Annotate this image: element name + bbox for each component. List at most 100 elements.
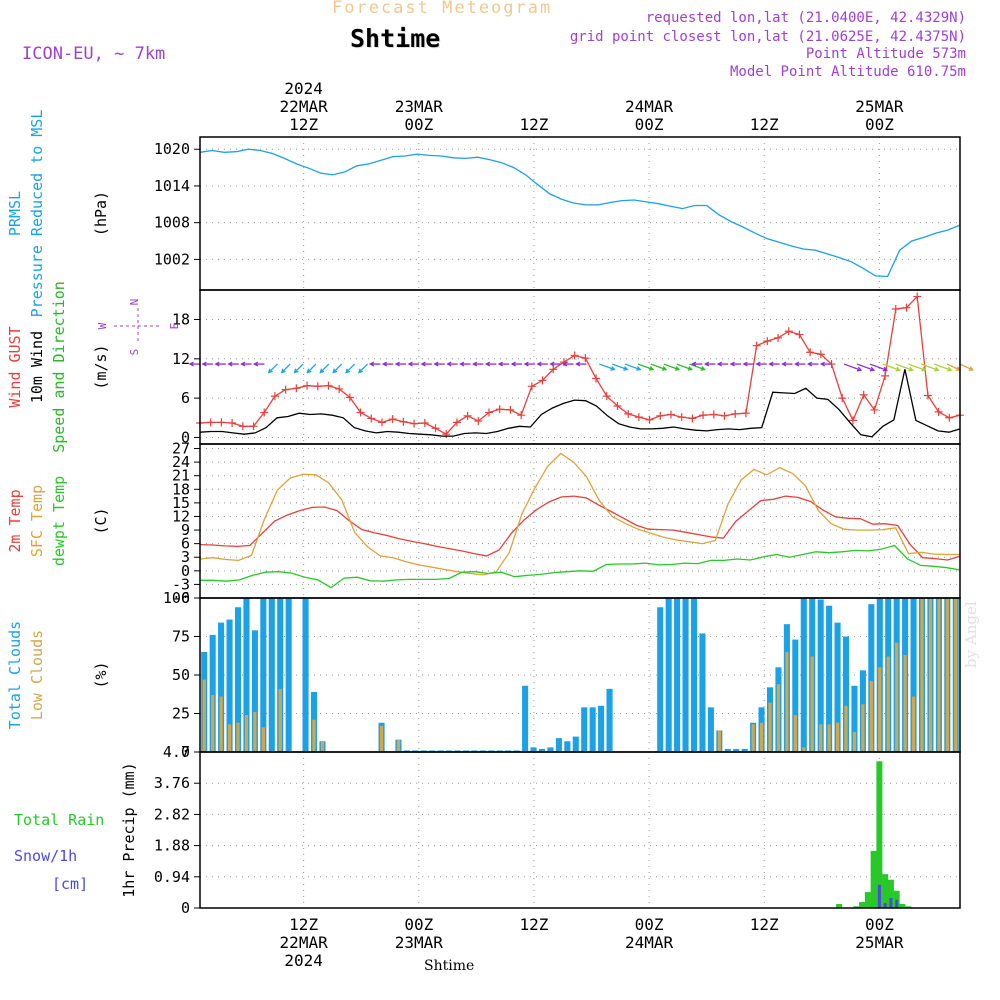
unit-label: (%) [92, 661, 110, 688]
wind-arrow-head [934, 366, 940, 372]
wind-arrow-head [332, 368, 338, 374]
y-tick-label: 4.7 [163, 743, 190, 761]
gust-marker [784, 327, 793, 336]
wind-arrow-head [610, 366, 616, 371]
wind-arrow [908, 363, 926, 371]
gust-marker [913, 292, 922, 301]
wind-arrow [689, 363, 705, 371]
wind-arrow-head [819, 361, 826, 367]
wind-arrow-head [768, 361, 774, 367]
gust-marker [217, 418, 226, 427]
total-cloud-bar [429, 750, 436, 752]
gust-marker [902, 303, 911, 312]
gust-marker [377, 418, 386, 427]
grid-point: grid point closest lon,lat (21.0625E, 42… [569, 29, 966, 45]
low-cloud-bar [869, 681, 873, 752]
wind-arrow [663, 363, 679, 371]
gust-marker [399, 417, 408, 426]
y-tick-label: 21 [172, 467, 190, 485]
total-cloud-bar [437, 750, 444, 752]
top-axis-label: 23MAR [395, 97, 444, 116]
rain-bar [899, 904, 906, 908]
wind-arrow-head [691, 361, 697, 367]
watermark: by Angel [962, 601, 980, 668]
wind-arrow-head [267, 368, 273, 374]
total-cloud-bar [606, 688, 613, 752]
total-cloud-bar [285, 598, 292, 752]
side-label: Wind GUST [6, 326, 24, 407]
wind-arrow [676, 363, 692, 371]
wind-arrow-head [484, 361, 491, 367]
wind-arrow-head [407, 361, 413, 367]
series-line-prmsl [199, 148, 961, 278]
wind-arrow-head [240, 361, 246, 367]
y-tick-label: 24 [172, 453, 190, 471]
total-cloud-bar [505, 750, 512, 752]
low-cloud-bar [219, 696, 223, 752]
compass-w: W [96, 322, 109, 329]
title-faint: Forecast Meteogram [332, 0, 553, 18]
low-cloud-bar [911, 696, 916, 752]
gust-marker [442, 430, 451, 439]
gust-marker [934, 407, 943, 416]
gust-marker [634, 413, 643, 422]
wind-arrow-head [358, 368, 363, 374]
bottom-axis-label: 2024 [284, 951, 323, 970]
low-cloud-bar [320, 741, 325, 752]
wind-arrow-head [368, 361, 375, 367]
wind-arrow-head [895, 366, 901, 372]
bottom-axis-label: 24MAR [625, 933, 674, 952]
rain-bar [876, 761, 883, 908]
rain-bar [853, 906, 860, 908]
low-cloud-bar [396, 739, 401, 752]
low-cloud-bar [844, 705, 848, 752]
total-cloud-bar [564, 741, 571, 752]
wind-arrow-head [856, 366, 863, 372]
side-label: Low Clouds [28, 630, 46, 720]
wind-arrow-head [687, 366, 693, 371]
total-cloud-bar [699, 633, 706, 752]
y-tick-label: 27 [172, 440, 190, 458]
gust-marker [859, 390, 868, 399]
total-cloud-bar [446, 750, 453, 752]
gust-marker [367, 414, 376, 423]
wind-arrow-head [319, 368, 325, 374]
gust-marker [592, 374, 601, 383]
total-cloud-bar [868, 604, 875, 752]
wind-arrow-head [921, 366, 927, 372]
gust-marker [474, 417, 483, 426]
wind-arrow [611, 363, 628, 371]
low-cloud-bar [903, 654, 907, 752]
total-cloud-bar [522, 685, 529, 752]
total-cloud-bar [412, 750, 419, 752]
y-tick-label: 18 [172, 480, 190, 498]
y-tick-label: 2.82 [154, 805, 190, 823]
side-label: Speed and Direction [50, 281, 68, 453]
gust-marker [270, 392, 279, 401]
gust-marker [602, 392, 611, 401]
gust-marker [795, 330, 804, 339]
low-cloud-bar [835, 722, 840, 752]
wind-arrow-head [703, 361, 710, 367]
wind-arrow-head [908, 366, 914, 372]
bottom-axis-label: 12Z [289, 915, 318, 934]
total-cloud-bar [572, 736, 579, 752]
gust-marker [741, 409, 750, 418]
rain-bar [864, 892, 871, 908]
top-axis-label: 24MAR [625, 97, 674, 116]
wind-arrow [637, 363, 654, 371]
rain-bar [905, 906, 912, 908]
gust-marker [452, 418, 461, 427]
wind-arrow-head [253, 361, 259, 367]
compass-s: S [128, 349, 141, 356]
gust-marker [624, 409, 633, 418]
point-altitude: Point Altitude 573m [805, 46, 966, 62]
side-label: PRMSL [6, 191, 24, 236]
y-tick-label: 1.88 [154, 837, 190, 855]
gust-marker [313, 382, 322, 391]
wind-arrow-head [433, 361, 439, 367]
gust-marker [581, 354, 590, 363]
wind-arrow [306, 363, 317, 373]
wind-arrow-head [214, 361, 220, 367]
total-cloud-bar [741, 748, 748, 752]
